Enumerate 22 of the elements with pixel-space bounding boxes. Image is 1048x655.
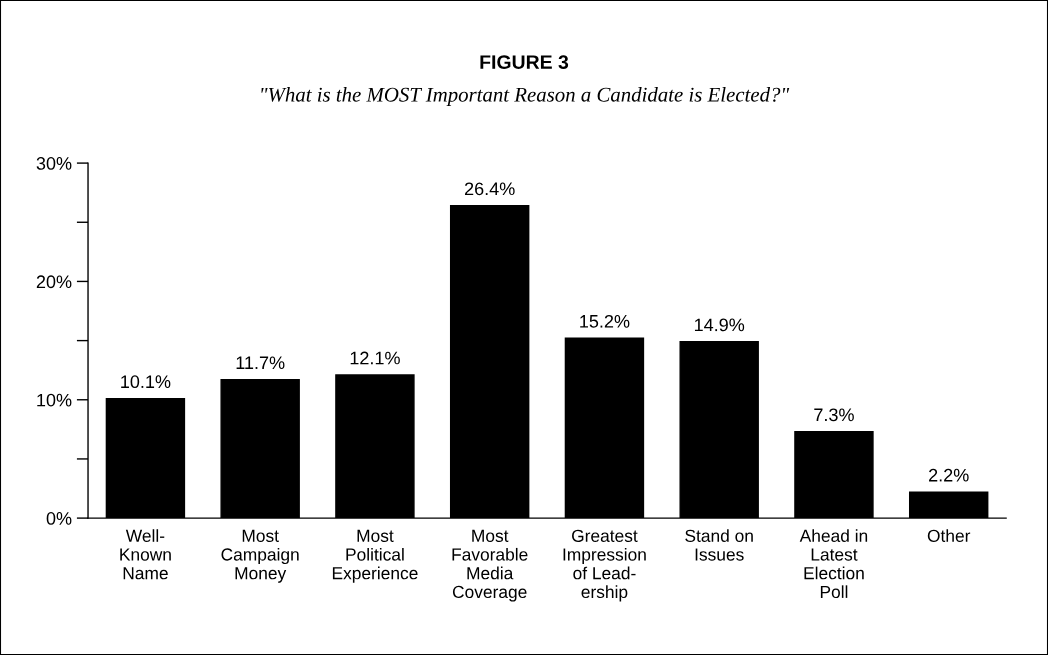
chart-title: FIGURE 3 xyxy=(480,55,569,69)
y-tick-label: 20% xyxy=(36,275,72,289)
data-label: 15.2% xyxy=(580,314,630,328)
y-tick-label: 10% xyxy=(37,393,72,407)
x-tick-label: Ahead in Latest Election Poll xyxy=(799,529,868,599)
data-label: 14.9% xyxy=(694,318,745,332)
x-tick-label: Stand on Issues xyxy=(685,529,753,561)
data-label: 26.4% xyxy=(464,182,515,196)
data-label: 10.1% xyxy=(121,375,171,389)
data-label: 2.2% xyxy=(929,468,969,482)
x-tick-label: Well- Known Name xyxy=(120,529,171,580)
x-tick-label: Most Political Experience xyxy=(332,529,418,583)
data-label: 12.1% xyxy=(350,351,400,365)
x-tick-label: Most Campaign Money xyxy=(221,529,299,583)
x-tick-label: Greatest Impression of Lead- ership xyxy=(563,529,646,602)
y-tick-label: 30% xyxy=(36,157,72,170)
data-label: 11.7% xyxy=(236,356,285,370)
chart-subtitle: "What is the MOST Important Reason a Candidate is Elected?" xyxy=(261,87,790,106)
x-tick-label: Most Favorable Media Coverage xyxy=(452,529,528,602)
y-tick-label: 0% xyxy=(46,512,72,525)
x-tick-label: Other xyxy=(927,529,971,542)
data-label: 7.3% xyxy=(814,408,854,422)
